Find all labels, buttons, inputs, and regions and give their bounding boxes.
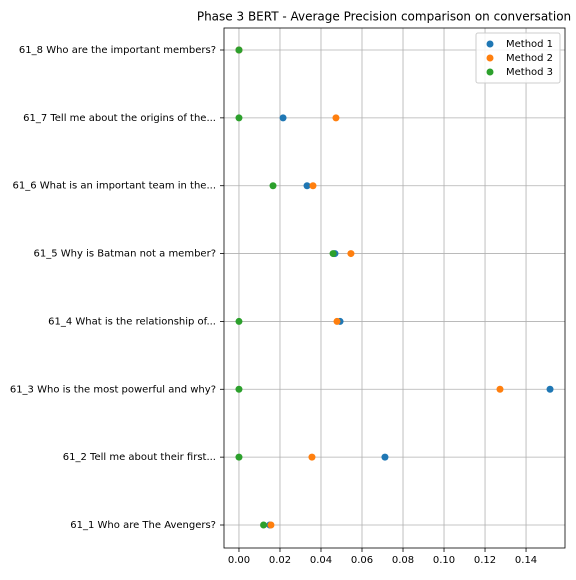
x-tick-label: 0.04	[310, 555, 332, 566]
legend: Method 1 Method 2 Method 3	[475, 32, 561, 84]
point	[303, 182, 311, 190]
point	[333, 317, 341, 325]
y-tick-label: 61_8 Who are the important members?	[19, 45, 216, 56]
y-tick-label: 61_3 Who is the most powerful and why?	[10, 384, 216, 395]
x-tick-label: 0.06	[351, 555, 373, 566]
point	[269, 182, 277, 190]
x-tick-label: 0.14	[515, 555, 537, 566]
point	[260, 521, 268, 529]
y-tick-label: 61_6 What is an important team in the...	[13, 181, 216, 192]
point	[235, 385, 243, 393]
point	[329, 250, 337, 258]
y-tick-label: 61_7 Tell me about the origins of the...	[23, 113, 216, 124]
point	[235, 453, 243, 461]
point	[496, 385, 504, 393]
legend-marker	[486, 68, 494, 76]
point	[309, 182, 317, 190]
legend-marker	[486, 40, 494, 48]
point	[279, 114, 287, 122]
legend-label: Method 1	[506, 39, 553, 50]
x-tick-label: 0.12	[474, 555, 496, 566]
point	[381, 453, 389, 461]
point	[235, 317, 243, 325]
x-tick-label: 0.02	[269, 555, 291, 566]
y-tick-label: 61_4 What is the relationship of...	[48, 316, 216, 327]
legend-label: Method 3	[506, 67, 553, 78]
y-tick-label: 61_5 Why is Batman not a member?	[34, 249, 216, 260]
legend-box	[475, 32, 561, 84]
x-tick-label: 0.10	[433, 555, 455, 566]
point	[347, 250, 355, 258]
point	[546, 385, 554, 393]
chart-title: Phase 3 BERT - Average Precision compari…	[197, 10, 571, 24]
point	[235, 114, 243, 122]
legend-marker	[486, 54, 494, 62]
legend-label: Method 2	[506, 53, 553, 64]
x-tick-label: 0.00	[228, 555, 250, 566]
point	[235, 46, 243, 54]
y-tick-label: 61_2 Tell me about their first...	[63, 452, 216, 463]
point	[332, 114, 340, 122]
y-tick-label: 61_1 Who are The Avengers?	[70, 520, 216, 531]
point	[308, 453, 316, 461]
point	[267, 521, 275, 529]
plot-frame	[223, 27, 566, 549]
x-tick-label: 0.08	[392, 555, 414, 566]
